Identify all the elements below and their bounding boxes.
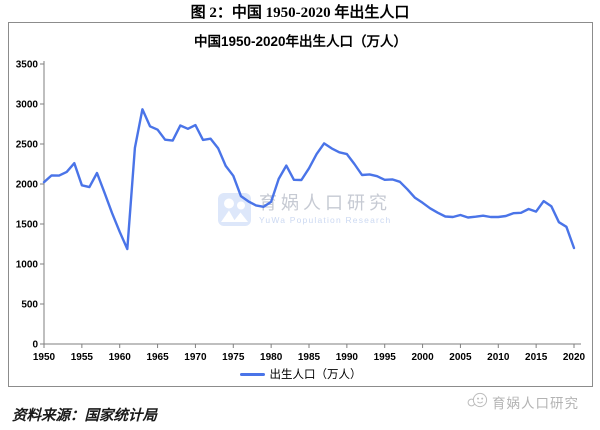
svg-text:0: 0	[32, 340, 38, 351]
svg-text:1955: 1955	[71, 352, 94, 363]
legend-line-swatch	[239, 372, 265, 376]
svg-text:1500: 1500	[16, 220, 39, 231]
line-chart: 0 500 1000 1500 2000 2500 3000 3500 1950 1955 1960…	[16, 60, 586, 364]
svg-text:1995: 1995	[374, 352, 397, 363]
watermark-center-text: 育娲人口研究 YuWa Population Research	[259, 193, 391, 225]
svg-text:1990: 1990	[336, 352, 359, 363]
watermark-corner: 育娲人口研究	[467, 392, 579, 412]
svg-text:2500: 2500	[16, 140, 39, 151]
svg-text:2000: 2000	[411, 352, 434, 363]
svg-text:2010: 2010	[487, 352, 510, 363]
source-note: 资料来源：国家统计局	[12, 408, 157, 424]
svg-text:1960: 1960	[109, 352, 132, 363]
svg-text:3000: 3000	[16, 100, 39, 111]
watermark-center-en: YuWa Population Research	[259, 215, 392, 225]
watermark-center: 育娲人口研究 YuWa Population Research	[218, 193, 391, 231]
svg-text:1965: 1965	[146, 352, 169, 363]
chart-title: 中国1950-2020年出生人口（万人）	[193, 34, 408, 49]
legend-label: 出生人口（万人）	[269, 369, 362, 381]
svg-text:1950: 1950	[33, 352, 56, 363]
svg-text:1000: 1000	[16, 260, 39, 271]
svg-text:1970: 1970	[184, 352, 207, 363]
svg-text:1975: 1975	[222, 352, 245, 363]
svg-text:1980: 1980	[260, 352, 283, 363]
watermark-corner-label: 育娲人口研究	[492, 396, 579, 411]
svg-text:1985: 1985	[298, 352, 321, 363]
svg-text:500: 500	[21, 300, 38, 311]
svg-text:2000: 2000	[16, 180, 39, 191]
svg-text:2005: 2005	[449, 352, 472, 363]
chart-frame: 中国1950-2020年出生人口（万人） 育娲人口研究 YuWa Populat…	[8, 22, 593, 387]
svg-text:2015: 2015	[525, 352, 548, 363]
figure-caption: 图 2：中国 1950-2020 年出生人口	[190, 5, 410, 21]
yuwa-family-logo-icon	[218, 193, 251, 231]
legend: 出生人口（万人）	[9, 366, 592, 382]
yuwa-smiley-logo-icon	[467, 392, 488, 412]
svg-text:2020: 2020	[563, 352, 586, 363]
svg-text:3500: 3500	[16, 60, 39, 71]
watermark-center-cjk: 育娲人口研究	[259, 193, 391, 213]
